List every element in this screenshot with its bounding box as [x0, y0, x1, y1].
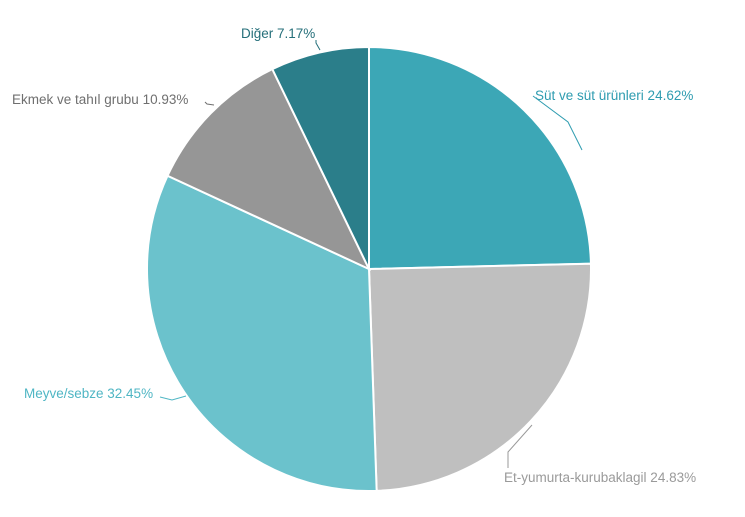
leader-line-2: [507, 424, 533, 468]
pie-slice-1: [368, 45, 592, 271]
label-diger: Diğer 7.17%: [241, 26, 315, 41]
label-sut-ve-sut-urunleri: Süt ve süt ürünleri 24.62%: [535, 88, 693, 103]
pie-slice-2: [367, 262, 592, 492]
leader-line-1: [532, 95, 583, 151]
label-meyve-sebze: Meyve/sebze 32.45%: [24, 386, 153, 401]
leader-line-3: [159, 395, 187, 401]
pie-slice-5: [271, 45, 370, 270]
leader-line-4: [204, 101, 215, 106]
label-ekmek-ve-tahil-grubu: Ekmek ve tahıl grubu 10.93%: [12, 92, 188, 107]
pie-slices: [146, 45, 592, 492]
pie-slice-4: [166, 67, 372, 272]
pie-slice-3: [146, 174, 378, 492]
label-et-yumurta-kurubaklagil: Et-yumurta-kurubaklagil 24.83%: [504, 470, 696, 485]
leader-lines: [159, 40, 583, 468]
leader-line-5: [315, 40, 321, 51]
